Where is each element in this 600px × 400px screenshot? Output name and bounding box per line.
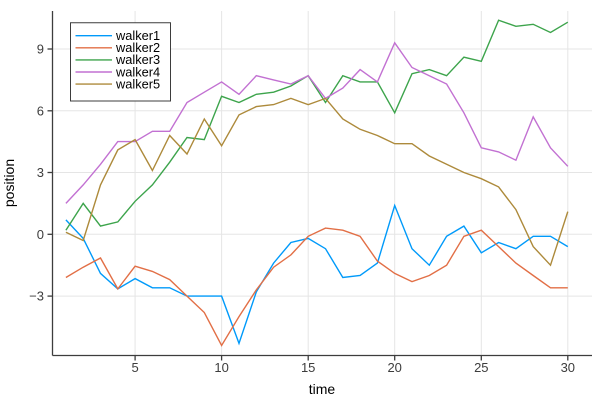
svg-text:30: 30 bbox=[561, 360, 575, 375]
svg-text:25: 25 bbox=[474, 360, 488, 375]
svg-text:15: 15 bbox=[301, 360, 315, 375]
svg-text:20: 20 bbox=[387, 360, 401, 375]
svg-text:5: 5 bbox=[131, 360, 138, 375]
svg-text:10: 10 bbox=[214, 360, 228, 375]
svg-text:walker5: walker5 bbox=[115, 76, 160, 91]
svg-text:3: 3 bbox=[37, 165, 44, 180]
svg-text:6: 6 bbox=[37, 103, 44, 118]
svg-text:9: 9 bbox=[37, 42, 44, 57]
svg-text:0: 0 bbox=[37, 227, 44, 242]
svg-text:position: position bbox=[1, 159, 17, 207]
svg-text:time: time bbox=[309, 381, 336, 397]
svg-text:−3: −3 bbox=[29, 289, 44, 304]
